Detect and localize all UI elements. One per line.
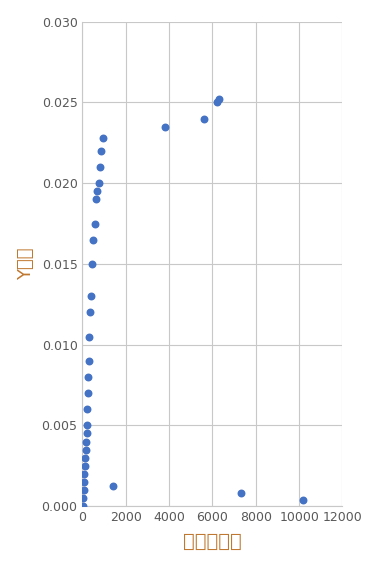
Point [93, 195, 99, 204]
Point [89, 260, 95, 269]
Point [216, 95, 222, 104]
Y-axis label: Y坐标: Y坐标 [17, 248, 34, 280]
Point [96, 178, 102, 187]
Point [85, 373, 91, 382]
Point [92, 219, 98, 228]
Point [80, 486, 86, 495]
Point [100, 133, 106, 143]
Point [86, 356, 92, 365]
Point [82, 461, 88, 470]
Point [88, 291, 94, 300]
Point [81, 477, 87, 486]
Point [87, 308, 93, 317]
Point [80, 494, 86, 503]
Point [85, 389, 91, 398]
Point [201, 114, 207, 123]
Point [83, 445, 89, 454]
Point [81, 469, 88, 478]
Point [82, 453, 88, 462]
Point [80, 502, 86, 511]
Point [84, 421, 90, 430]
Point [98, 147, 104, 156]
Point [94, 187, 100, 196]
Point [238, 488, 244, 498]
Point [301, 495, 307, 504]
Point [214, 98, 220, 107]
Point [90, 235, 96, 244]
Point [83, 437, 89, 446]
Point [162, 122, 168, 131]
Point [110, 482, 116, 491]
Point [85, 405, 91, 414]
Point [86, 332, 92, 341]
Point [83, 429, 89, 438]
Point [97, 162, 103, 172]
X-axis label: 乱流消失率: 乱流消失率 [183, 532, 242, 552]
